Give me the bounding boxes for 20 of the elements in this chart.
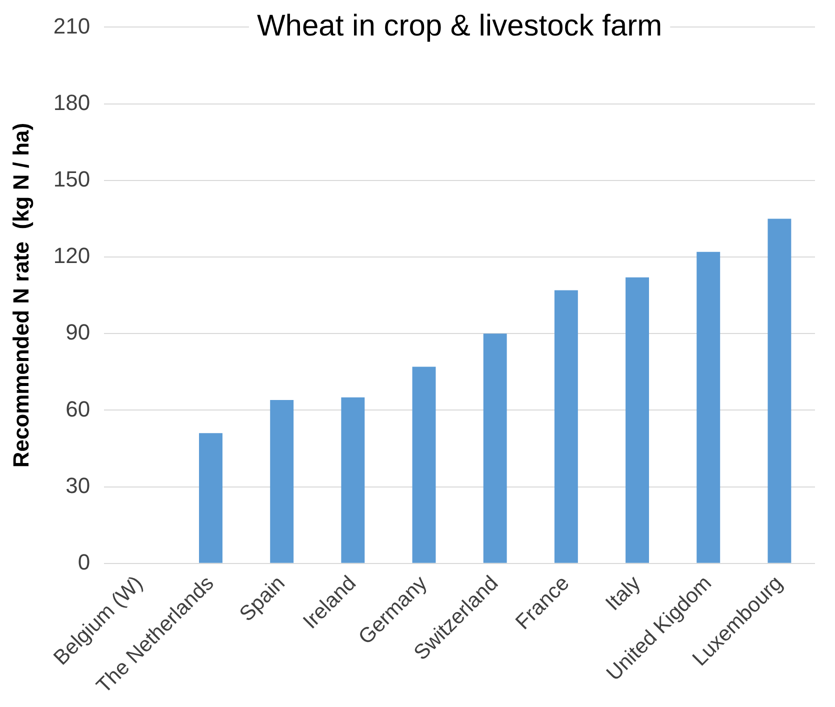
y-tick-label: 150 xyxy=(53,166,90,192)
y-tick-label: 180 xyxy=(53,90,90,115)
bar xyxy=(341,397,365,563)
chart-title: Wheat in crop & livestock farm xyxy=(256,9,662,42)
y-tick-label: 90 xyxy=(66,320,90,345)
bar xyxy=(483,334,507,563)
bar xyxy=(768,218,792,563)
bar xyxy=(199,433,222,563)
bar xyxy=(554,290,578,563)
y-tick-label: 60 xyxy=(66,396,90,422)
bar xyxy=(270,400,294,563)
y-tick-label: 120 xyxy=(53,243,90,268)
bar xyxy=(626,277,650,563)
y-tick-label: 30 xyxy=(66,472,90,498)
bar xyxy=(696,252,720,563)
y-axis-title: Recommended N rate (kg N / ha) xyxy=(8,122,34,468)
y-tick-label: 0 xyxy=(78,549,90,574)
y-tick-label: 210 xyxy=(53,13,90,38)
bar xyxy=(412,366,436,563)
x-tick-label: Italy xyxy=(601,571,646,616)
